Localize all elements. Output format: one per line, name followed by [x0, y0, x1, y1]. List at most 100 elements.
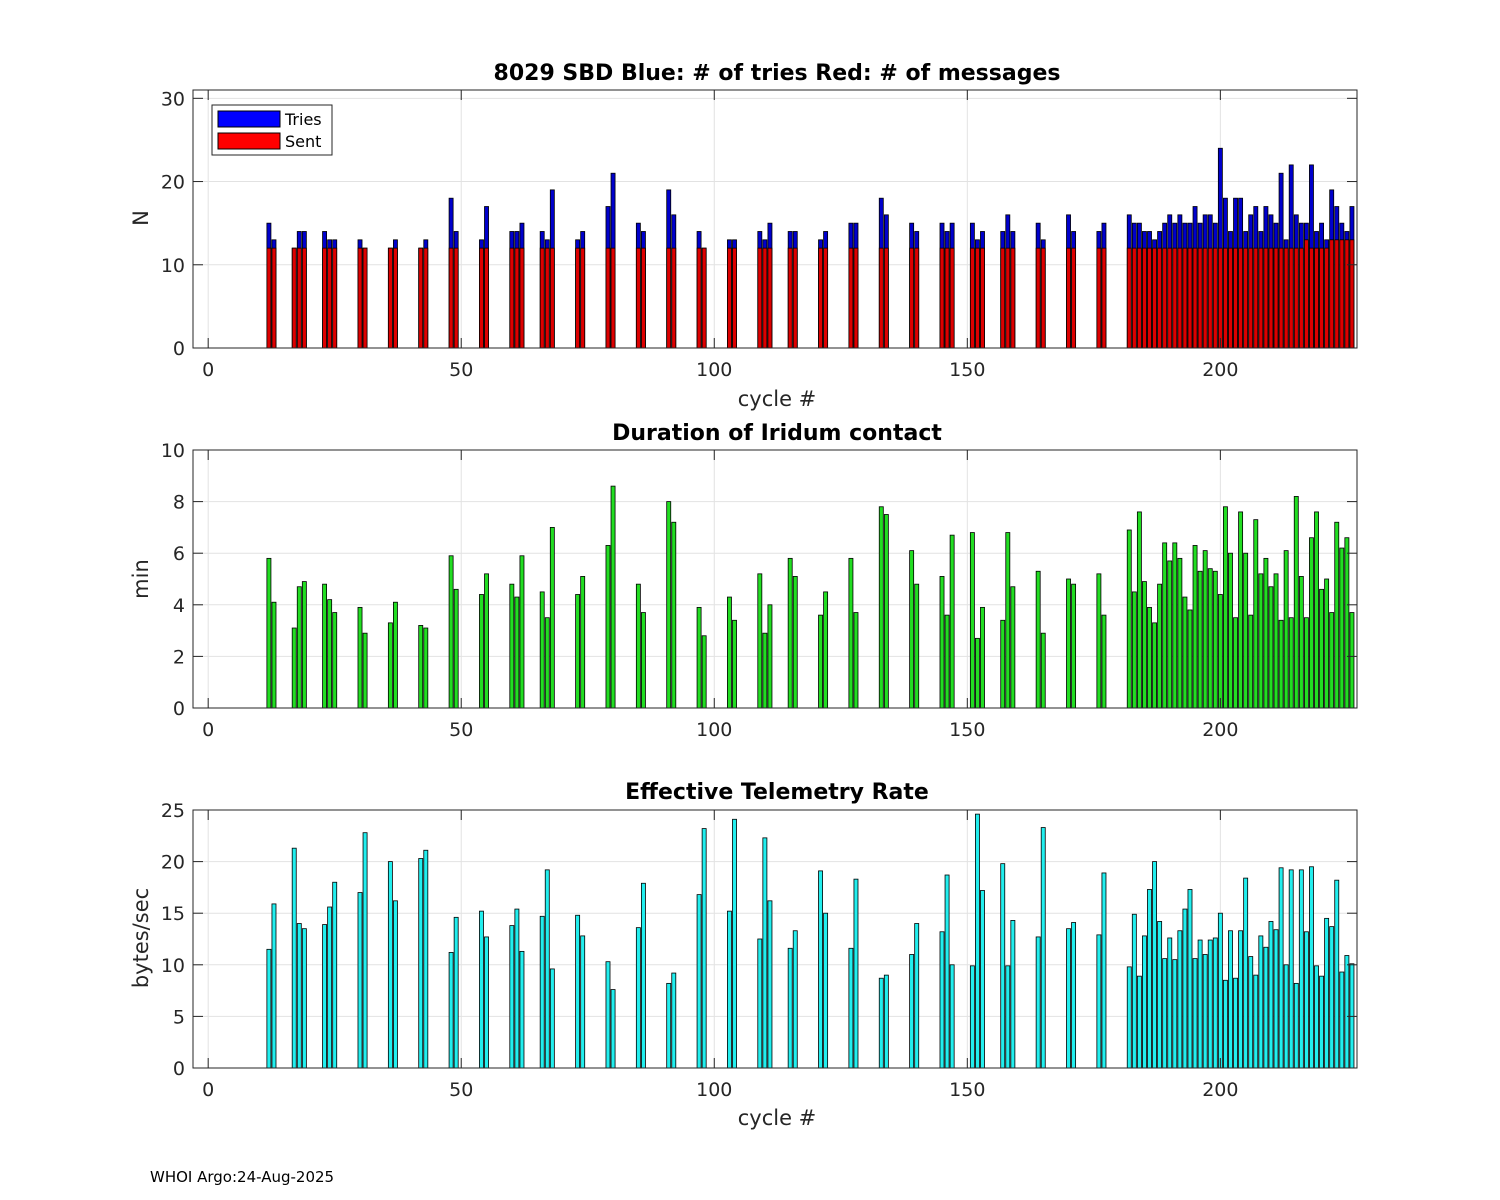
tries-sent-bar-sent: [1187, 247, 1193, 349]
tries-sent-bar-sent: [1344, 239, 1350, 349]
rate-bar-rate: [266, 948, 272, 1069]
duration-bar-duration: [1147, 606, 1152, 709]
tries-sent-bar-sent: [762, 247, 768, 349]
rate-bar-rate: [291, 847, 297, 1069]
tries-sent-bar-sent: [575, 247, 581, 349]
rate-bar-rate: [1157, 921, 1163, 1069]
duration-bar-duration: [1101, 614, 1107, 709]
rate-bar-rate: [1222, 979, 1228, 1069]
tries-sent-bar-sent: [1136, 247, 1142, 349]
rate-bar-rate: [387, 861, 393, 1069]
tries-sent-bar-sent: [1010, 247, 1016, 349]
tries-sent-bar-sent: [1243, 247, 1249, 349]
rate-title: Effective Telemetry Rate: [625, 780, 929, 805]
duration-bar-duration: [610, 485, 616, 709]
rate-bar-rate: [666, 982, 672, 1069]
rate-bar-rate: [1339, 971, 1345, 1069]
duration-bar-duration: [266, 557, 272, 709]
tries-sent-xtick-label: 0: [202, 359, 214, 381]
rate-bar-rate: [1167, 937, 1173, 1069]
tries-sent-xtick-label: 50: [449, 359, 473, 381]
rate-bar-rate: [1298, 869, 1304, 1069]
rate-bar-rate: [696, 894, 702, 1069]
rate-bar-rate: [1202, 954, 1208, 1069]
rate-bar-rate: [514, 908, 520, 1069]
rate-bar-rate: [1152, 861, 1157, 1069]
rate-bar-rate: [909, 954, 915, 1069]
rate-bar-rate: [818, 870, 823, 1069]
tries-sent-bar-sent: [1248, 247, 1254, 349]
rate-bar-rate: [1035, 936, 1041, 1069]
rate-bar-rate: [322, 924, 328, 1069]
duration-bar-duration: [1334, 521, 1340, 709]
tries-sent-bar-sent: [1157, 247, 1163, 349]
duration-bar-duration: [1182, 596, 1188, 709]
tries-sent-bar-sent: [1329, 239, 1335, 349]
duration-bar-duration: [878, 506, 884, 709]
rate-bar-rate: [1344, 955, 1350, 1069]
rate-bar-rate: [1096, 934, 1102, 1069]
duration-panel: 0 50 100 150 200 0 2 4 6 8 10 Duration of Iridum c…: [129, 421, 1358, 741]
rate-bar-rate: [549, 968, 555, 1069]
tries-sent-xtick-label: 100: [696, 359, 732, 381]
duration-ytick-label: 0: [173, 698, 185, 720]
tries-sent-bar-sent: [1339, 239, 1345, 349]
duration-bar-duration: [671, 521, 677, 709]
duration-bar-duration: [296, 586, 302, 709]
rate-xtick-label: 100: [696, 1079, 732, 1101]
rate-bar-rate: [1177, 930, 1183, 1069]
duration-bar-duration: [1238, 511, 1244, 709]
duration-bar-duration: [1243, 552, 1249, 709]
duration-bar-duration: [1071, 583, 1077, 709]
tries-sent-bar-sent: [666, 247, 672, 349]
rate-bar-rate: [878, 977, 884, 1069]
rate-bar-rate: [757, 938, 763, 1069]
rate-bar-rate: [519, 950, 525, 1069]
duration-bar-duration: [393, 601, 398, 709]
tries-sent-bar-sent: [266, 247, 272, 349]
duration-bar-duration: [1349, 612, 1355, 709]
duration-bar-duration: [301, 581, 307, 709]
rate-bar-rate: [1101, 872, 1107, 1069]
rate-axes-background: [193, 810, 1357, 1068]
tries-sent-axes-box: [192, 89, 1358, 349]
duration-bar-duration: [1157, 583, 1163, 709]
duration-bar-duration: [1207, 568, 1213, 709]
duration-bar-duration: [453, 588, 459, 709]
duration-bar-duration: [1217, 594, 1223, 709]
rate-bar-rate: [980, 890, 985, 1069]
duration-bar-duration: [727, 596, 732, 709]
duration-bar-duration: [1339, 547, 1345, 709]
rate-bar-rate: [327, 906, 333, 1069]
duration-bar-duration: [291, 627, 297, 709]
tries-sent-bar-sent: [418, 247, 424, 349]
rate-bar-rate: [1228, 930, 1233, 1069]
tries-sent-bar-sent: [1177, 247, 1183, 349]
tries-sent-bar-sent: [1071, 247, 1077, 349]
tries-sent-bar-sent: [357, 247, 363, 349]
tries-sent-bar-sent: [792, 247, 798, 349]
rate-bar-rate: [1182, 908, 1188, 1069]
rate-xtick-label: 50: [449, 1079, 473, 1101]
rate-bar-rate: [1243, 877, 1249, 1069]
duration-title: Duration of Iridum contact: [612, 421, 942, 446]
rate-bar-rate: [610, 989, 616, 1069]
duration-ylabel: min: [129, 559, 153, 599]
tries-sent-bar-sent: [1207, 247, 1213, 349]
rate-bar-rate: [1288, 869, 1294, 1069]
rate-bar-rate: [1162, 958, 1168, 1069]
tries-sent-plot-area: 0 50 100 150 200 0 10 20 30: [161, 88, 1358, 381]
tries-sent-bar-sent: [757, 247, 763, 349]
duration-bar-duration: [549, 527, 555, 709]
duration-bar-duration: [792, 576, 798, 709]
tries-sent-bar-sent: [1309, 247, 1314, 349]
tries-sent-bar-sent: [914, 247, 920, 349]
rate-ytick-label: 0: [173, 1058, 185, 1080]
duration-bar-duration: [1131, 591, 1137, 709]
tries-sent-bar-sent: [1167, 247, 1173, 349]
rate-ylabel: bytes/sec: [129, 888, 153, 988]
duration-bar-duration: [1288, 617, 1294, 709]
tries-sent-xlabel: cycle #: [738, 387, 817, 411]
tries-sent-bar-sent: [1273, 247, 1279, 349]
rate-bar-rate: [1187, 889, 1193, 1069]
